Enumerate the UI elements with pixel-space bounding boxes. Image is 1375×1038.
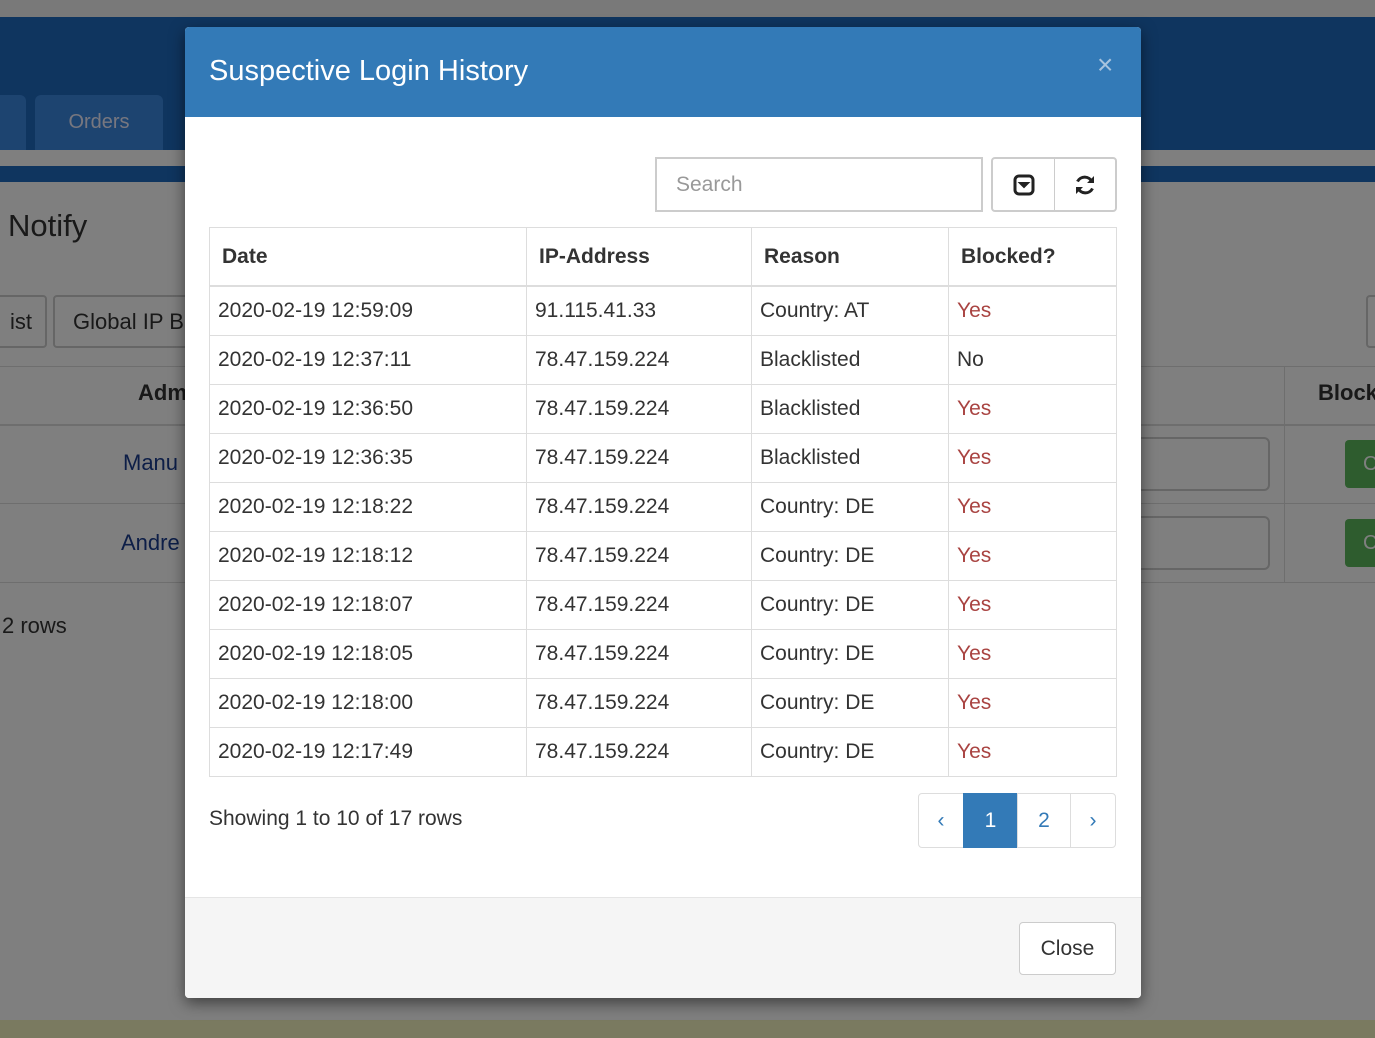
column-header: Date xyxy=(209,227,527,287)
page-number[interactable]: 1 xyxy=(963,793,1018,848)
table-cell: Yes xyxy=(948,482,1117,532)
close-icon[interactable]: × xyxy=(1097,49,1114,80)
page-number[interactable]: 2 xyxy=(1017,793,1071,848)
refresh-icon xyxy=(1076,175,1094,194)
table-cell: 2020-02-19 12:18:07 xyxy=(209,580,527,630)
toggle-icon xyxy=(1013,174,1034,195)
search-input[interactable]: Search xyxy=(655,157,983,212)
table-body: 2020-02-19 12:59:09 91.115.41.33 Country: … xyxy=(209,285,1117,777)
table-cell: Blacklisted xyxy=(751,433,949,483)
table-cell: 91.115.41.33 xyxy=(526,285,752,336)
table-row: 2020-02-19 12:59:09 91.115.41.33 Country: … xyxy=(209,285,1117,336)
table-cell: Yes xyxy=(948,433,1117,483)
table-cell: Country: DE xyxy=(751,580,949,630)
table-cell: 2020-02-19 12:59:09 xyxy=(209,285,527,336)
table-cell: 78.47.159.224 xyxy=(526,580,752,630)
table-cell: 2020-02-19 12:37:11 xyxy=(209,335,527,385)
table-cell: Yes xyxy=(948,678,1117,728)
table-cell: Yes xyxy=(948,580,1117,630)
table-cell: Yes xyxy=(948,285,1117,336)
modal: Suspective Login History × Search Date I… xyxy=(185,27,1141,998)
table-row: 2020-02-19 12:18:07 78.47.159.224 Country:… xyxy=(209,580,1117,630)
table-cell: Blacklisted xyxy=(751,335,949,385)
header-row: Date IP-Address Reason Blocked? xyxy=(209,227,1117,287)
close-button[interactable]: Close xyxy=(1019,922,1116,975)
table-cell: Country: DE xyxy=(751,482,949,532)
table-cell: 78.47.159.224 xyxy=(526,629,752,679)
modal-header: Suspective Login History × xyxy=(185,27,1141,117)
page-next[interactable]: › xyxy=(1070,793,1116,848)
table-cell: Country: DE xyxy=(751,678,949,728)
modal-title: Suspective Login History xyxy=(209,55,529,87)
table-row: 2020-02-19 12:18:05 78.47.159.224 Country:… xyxy=(209,629,1117,679)
table-cell: 78.47.159.224 xyxy=(526,482,752,532)
table-cell: No xyxy=(948,335,1117,385)
column-header: Blocked? xyxy=(948,227,1117,287)
table-cell: Country: DE xyxy=(751,727,949,777)
table-cell: Country: AT xyxy=(751,285,949,336)
table-cell: Yes xyxy=(948,727,1117,777)
table-summary: Showing 1 to 10 of 17 rows xyxy=(209,807,463,830)
table-row: 2020-02-19 12:36:50 78.47.159.224 Blacklis… xyxy=(209,384,1117,434)
table-cell: 2020-02-19 12:18:05 xyxy=(209,629,527,679)
table-cell: Country: DE xyxy=(751,531,949,581)
column-header: IP-Address xyxy=(526,227,752,287)
table-row: 2020-02-19 12:18:00 78.47.159.224 Country:… xyxy=(209,678,1117,728)
table-cell: Yes xyxy=(948,531,1117,581)
table-cell: 78.47.159.224 xyxy=(526,531,752,581)
table-cell: 78.47.159.224 xyxy=(526,433,752,483)
table-row: 2020-02-19 12:37:11 78.47.159.224 Blacklis… xyxy=(209,335,1117,385)
table-cell: 78.47.159.224 xyxy=(526,678,752,728)
table-cell: 2020-02-19 12:17:49 xyxy=(209,727,527,777)
refresh-button[interactable] xyxy=(1055,159,1115,210)
table-cell: 78.47.159.224 xyxy=(526,384,752,434)
toolbar xyxy=(991,157,1117,212)
page-prev[interactable]: ‹ xyxy=(918,793,964,848)
toggle-button[interactable] xyxy=(993,159,1055,210)
table-cell: Blacklisted xyxy=(751,384,949,434)
table-row: 2020-02-19 12:36:35 78.47.159.224 Blacklis… xyxy=(209,433,1117,483)
modal-footer: Close xyxy=(185,897,1141,998)
table-cell: 78.47.159.224 xyxy=(526,727,752,777)
table-row: 2020-02-19 12:17:49 78.47.159.224 Country:… xyxy=(209,727,1117,777)
table-cell: 2020-02-19 12:18:12 xyxy=(209,531,527,581)
table-cell: 2020-02-19 12:36:35 xyxy=(209,433,527,483)
history-table: Date IP-Address Reason Blocked? 2020-02-… xyxy=(209,227,1117,777)
table-cell: 2020-02-19 12:36:50 xyxy=(209,384,527,434)
table-cell: Yes xyxy=(948,384,1117,434)
table-cell: 2020-02-19 12:18:00 xyxy=(209,678,527,728)
column-header: Reason xyxy=(751,227,949,287)
table-cell: 2020-02-19 12:18:22 xyxy=(209,482,527,532)
table-cell: Yes xyxy=(948,629,1117,679)
table-cell: Country: DE xyxy=(751,629,949,679)
table-cell: 78.47.159.224 xyxy=(526,335,752,385)
table-row: 2020-02-19 12:18:22 78.47.159.224 Country:… xyxy=(209,482,1117,532)
table-row: 2020-02-19 12:18:12 78.47.159.224 Country:… xyxy=(209,531,1117,581)
